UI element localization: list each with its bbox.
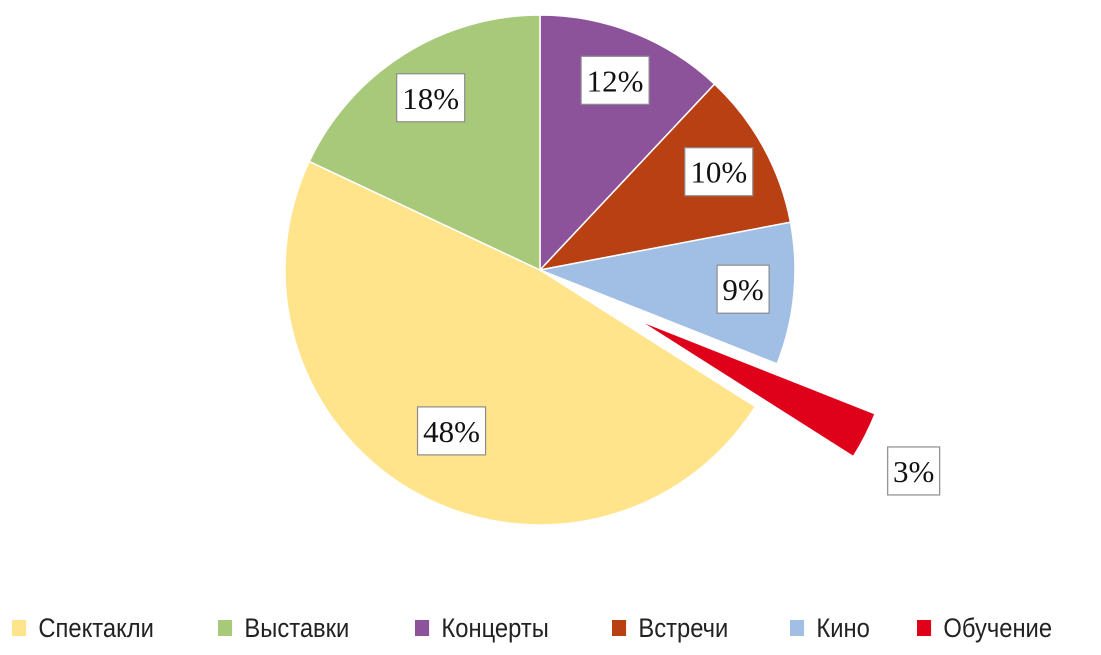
data-label-box — [716, 264, 770, 314]
legend-swatch — [612, 620, 627, 636]
legend-swatch — [218, 620, 233, 636]
data-label-box — [580, 55, 650, 105]
data-label-text: 3% — [893, 454, 934, 489]
data-label: 3% — [887, 446, 941, 496]
slice-Спектакли — [284, 160, 757, 526]
data-label-text: 48% — [423, 414, 480, 449]
legend-item: Обучение — [917, 610, 1052, 646]
legend-label: Концерты — [441, 612, 549, 643]
pie-chart: 12% 10% 9% 3% 48% 18% — [284, 14, 941, 526]
legend-item: Встречи — [612, 610, 728, 646]
data-label: 48% — [416, 406, 487, 456]
data-label-box — [396, 73, 466, 123]
legend: Спектакли Выставки Концерты Встречи Кино Обуч… — [0, 610, 1101, 646]
slice-Выставки — [308, 14, 541, 272]
data-label-text: 10% — [690, 155, 747, 190]
legend-label: Кино — [816, 612, 870, 643]
slice-Кино — [537, 221, 796, 365]
data-label-box — [684, 147, 754, 197]
data-label-box — [887, 446, 941, 496]
legend-label: Выставки — [244, 612, 350, 643]
data-label-text: 9% — [722, 272, 763, 307]
data-label: 12% — [580, 55, 650, 105]
legend-item: Концерты — [415, 610, 549, 646]
data-label: 9% — [716, 264, 770, 314]
legend-swatch — [790, 620, 805, 636]
legend-item: Спектакли — [12, 610, 154, 646]
legend-swatch — [917, 620, 932, 636]
legend-swatch — [12, 620, 27, 636]
data-label: 10% — [684, 147, 754, 197]
data-label: 18% — [396, 73, 466, 123]
slice-Обучение — [637, 319, 877, 458]
legend-swatch — [415, 620, 430, 636]
legend-item: Выставки — [218, 610, 349, 646]
legend-item: Кино — [790, 610, 870, 646]
legend-label: Спектакли — [38, 612, 154, 643]
legend-label: Обучение — [943, 612, 1053, 643]
data-label-text: 18% — [402, 81, 459, 116]
legend-label: Встречи — [638, 612, 729, 643]
data-label-text: 12% — [587, 63, 644, 98]
data-label-box — [416, 406, 487, 456]
slice-Встречи — [537, 83, 792, 272]
